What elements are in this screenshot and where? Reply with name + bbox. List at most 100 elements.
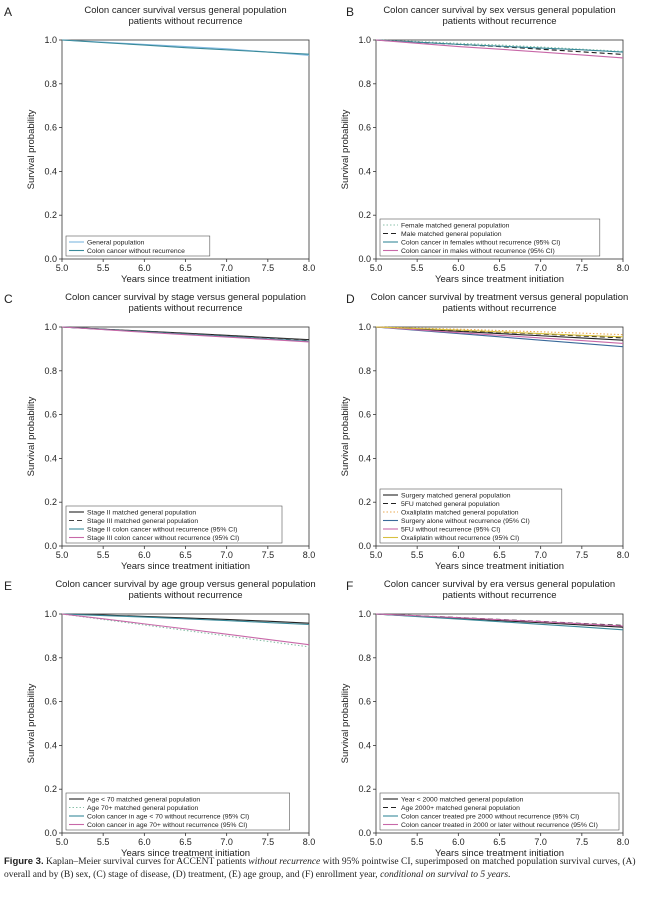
legend-label: 5FU without recurrence (95% CI) xyxy=(401,527,500,534)
series-line-6 xyxy=(375,326,624,338)
x-tick-label: 8.0 xyxy=(617,837,630,847)
panel-c: C Colon cancer survival by stage versus g… xyxy=(4,292,315,572)
x-tick-label: 8.0 xyxy=(303,837,316,847)
y-tick-label: 0.0 xyxy=(44,828,57,838)
x-tick-label: 7.0 xyxy=(534,837,547,847)
legend-box xyxy=(65,505,283,544)
legend: Year < 2000 matched general populationAg… xyxy=(379,792,620,831)
y-tick-label: 0.2 xyxy=(44,210,57,220)
plot-frame xyxy=(61,39,310,260)
series-lines xyxy=(375,39,624,59)
legend-box xyxy=(65,792,290,831)
y-tick-label: 1.0 xyxy=(44,609,57,619)
y-tick-label: 0.4 xyxy=(44,740,57,750)
series-lines xyxy=(375,613,624,631)
y-tick-label: 0.8 xyxy=(358,79,371,89)
legend-label: Colon cancer treated pre 2000 without re… xyxy=(401,814,579,821)
panel-title-line: Colon cancer survival by sex versus gene… xyxy=(383,5,615,16)
panel-title-line: Colon cancer survival by era versus gene… xyxy=(384,579,615,590)
x-tick-label: 6.5 xyxy=(493,837,506,847)
y-tick-label: 0.8 xyxy=(44,366,57,376)
x-axis-label: Years since treatment initiation xyxy=(121,561,250,572)
series-line-1 xyxy=(375,39,624,52)
caption-italic-1: without recurrence xyxy=(248,857,321,867)
x-tick-label: 5.5 xyxy=(97,550,110,560)
y-tick-label: 0.4 xyxy=(44,453,57,463)
legend-label: Colon cancer in males without recurrence… xyxy=(401,248,555,255)
x-tick-label: 7.5 xyxy=(576,550,589,560)
x-axis-label: Years since treatment initiation xyxy=(121,848,250,859)
legend-label: Female matched general population xyxy=(401,223,510,230)
x-axis-label: Years since treatment initiation xyxy=(435,848,564,859)
y-tick-label: 1.0 xyxy=(358,35,371,45)
x-tick-label: 5.5 xyxy=(411,837,424,847)
caption-text-3: . xyxy=(508,870,511,880)
y-tick-label: 0.6 xyxy=(358,410,371,420)
series-line-2 xyxy=(61,613,310,648)
legend-box xyxy=(379,488,563,544)
legend-label: Oxaliplatin without recurrence (95% CI) xyxy=(401,535,519,542)
panel-title-line: Colon cancer survival by treatment versu… xyxy=(371,292,629,303)
x-axis-label: Years since treatment initiation xyxy=(435,274,564,285)
x-tick-label: 6.5 xyxy=(493,263,506,273)
x-tick-label: 8.0 xyxy=(303,263,316,273)
x-tick-label: 6.5 xyxy=(179,550,192,560)
x-tick-label: 6.0 xyxy=(452,550,465,560)
panel-title-line: patients without recurrence xyxy=(128,303,242,314)
y-tick-label: 0.6 xyxy=(44,697,57,707)
legend-label: Colon cancer treated in 2000 or later wi… xyxy=(401,822,598,829)
series-lines xyxy=(61,39,310,56)
panel-letter: A xyxy=(4,5,12,19)
y-axis-label: Survival probability xyxy=(26,683,37,763)
y-tick-label: 0.2 xyxy=(358,497,371,507)
series-lines xyxy=(375,326,624,348)
x-tick-label: 7.0 xyxy=(220,550,233,560)
x-tick-label: 8.0 xyxy=(303,550,316,560)
legend-label: Stage III colon cancer without recurrenc… xyxy=(87,535,239,542)
legend-label: Colon cancer without recurrence xyxy=(87,248,185,255)
x-tick-label: 5.0 xyxy=(370,263,383,273)
y-tick-label: 0.8 xyxy=(44,653,57,663)
panel-title-line: patients without recurrence xyxy=(128,16,242,27)
x-tick-label: 8.0 xyxy=(617,263,630,273)
x-tick-label: 5.0 xyxy=(370,837,383,847)
x-tick-label: 5.5 xyxy=(97,837,110,847)
series-line-5 xyxy=(375,326,624,344)
x-tick-label: 5.0 xyxy=(56,263,69,273)
y-tick-label: 0.4 xyxy=(358,453,371,463)
y-tick-label: 1.0 xyxy=(44,35,57,45)
series-lines xyxy=(61,326,310,343)
x-tick-label: 5.5 xyxy=(411,550,424,560)
x-tick-label: 6.0 xyxy=(452,263,465,273)
legend-box xyxy=(379,792,620,831)
y-tick-label: 0.6 xyxy=(358,123,371,133)
x-tick-label: 6.0 xyxy=(138,837,151,847)
y-axis-label: Survival probability xyxy=(340,683,351,763)
panel-title-line: patients without recurrence xyxy=(128,590,242,601)
panel-title-line: Colon cancer survival by age group versu… xyxy=(55,579,315,590)
figure-caption: Figure 3. Kaplan–Meier survival curves f… xyxy=(4,855,659,882)
legend-label: Stage III matched general population xyxy=(87,518,198,525)
y-tick-label: 0.0 xyxy=(44,541,57,551)
series-line-4 xyxy=(61,613,310,646)
legend-label: Colon cancer in females without recurren… xyxy=(401,240,560,247)
y-tick-label: 0.6 xyxy=(44,410,57,420)
panel-title-line: patients without recurrence xyxy=(442,303,556,314)
series-line-3 xyxy=(375,326,624,336)
series-lines xyxy=(61,613,310,648)
legend-label: Colon cancer in age < 70 without recurre… xyxy=(87,814,249,821)
x-tick-label: 6.0 xyxy=(138,263,151,273)
legend-label: 5FU matched general population xyxy=(401,501,500,508)
x-tick-label: 7.5 xyxy=(262,837,275,847)
y-axis-label: Survival probability xyxy=(26,109,37,189)
series-line-3 xyxy=(375,39,624,53)
series-line-2 xyxy=(61,39,310,55)
y-axis-label: Survival probability xyxy=(340,396,351,476)
x-tick-label: 6.0 xyxy=(452,837,465,847)
series-line-3 xyxy=(375,613,624,631)
x-tick-label: 5.5 xyxy=(97,263,110,273)
x-tick-label: 5.0 xyxy=(56,550,69,560)
